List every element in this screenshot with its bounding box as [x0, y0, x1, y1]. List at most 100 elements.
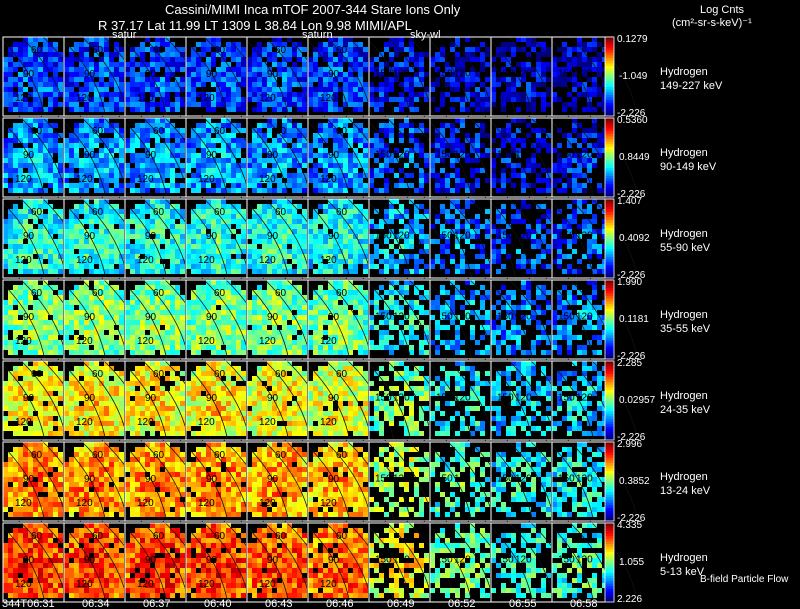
heatmap-cell [343, 118, 348, 123]
heatmap-cell [552, 82, 557, 87]
heatmap-cell [191, 234, 196, 239]
heatmap-cell [430, 158, 435, 163]
heatmap-cell [175, 82, 180, 87]
heatmap-cell [23, 280, 28, 285]
heatmap-cell [175, 67, 180, 72]
colorbar-step [605, 214, 614, 218]
heatmap-cell [130, 97, 135, 102]
heatmap-cell [252, 325, 257, 330]
heatmap-cell [394, 107, 399, 112]
heatmap-cell [384, 42, 389, 47]
heatmap-cell [470, 67, 475, 72]
heatmap-cell [374, 133, 379, 138]
heatmap-cell [313, 269, 318, 274]
heatmap-cell [252, 153, 257, 158]
heatmap-cell [69, 340, 74, 345]
heatmap-cell [196, 67, 201, 72]
heatmap-cell [8, 148, 13, 153]
heatmap-cell [257, 249, 262, 254]
heatmap-cell [557, 143, 562, 148]
heatmap-cell [348, 229, 353, 234]
heatmap-cell [23, 123, 28, 128]
heatmap-cell [577, 47, 582, 52]
heatmap-cell [119, 138, 124, 143]
heatmap-cell [160, 224, 165, 229]
contour-label: 60 [153, 45, 165, 56]
heatmap-cell [419, 123, 424, 128]
heatmap-cell [135, 204, 140, 209]
heatmap-cell [226, 92, 231, 97]
heatmap-cell [99, 82, 104, 87]
heatmap-cell [267, 330, 272, 335]
heatmap-cell [257, 254, 262, 259]
heatmap-cell [384, 168, 389, 173]
heatmap-cell [480, 153, 485, 158]
heatmap-cell [399, 229, 404, 234]
heatmap-cell [277, 52, 282, 57]
contour-label: 120 [76, 93, 93, 104]
heatmap-cell [64, 320, 69, 325]
heatmap-cell [241, 310, 246, 315]
heatmap-cell [399, 138, 404, 143]
heatmap-cell [94, 300, 99, 305]
heatmap-cell [226, 97, 231, 102]
heatmap-cell [211, 153, 216, 158]
heatmap-cell [160, 57, 165, 62]
heatmap-cell [348, 249, 353, 254]
heatmap-cell [501, 143, 506, 148]
heatmap-cell [226, 290, 231, 295]
heatmap-cell [409, 47, 414, 52]
heatmap-cell [272, 204, 277, 209]
heatmap-cell [272, 72, 277, 77]
heatmap-cell [104, 143, 109, 148]
heatmap-cell [114, 82, 119, 87]
heatmap-cell [491, 97, 496, 102]
heatmap-cell [318, 204, 323, 209]
heatmap-cell [445, 214, 450, 219]
heatmap-cell [536, 224, 541, 229]
heatmap-cell [328, 57, 333, 62]
heatmap-cell [252, 310, 257, 315]
heatmap-cell [308, 224, 313, 229]
heatmap-cell [160, 229, 165, 234]
colorbar-step [605, 233, 614, 237]
heatmap-cell [302, 67, 307, 72]
heatmap-cell [338, 42, 343, 47]
heatmap-cell [130, 300, 135, 305]
heatmap-cell [48, 229, 53, 234]
heatmap-cell [130, 219, 135, 224]
heatmap-cell [48, 234, 53, 239]
heatmap-cell [43, 123, 48, 128]
heatmap-cell [79, 138, 84, 143]
heatmap-cell [114, 163, 119, 168]
heatmap-cell [485, 62, 490, 67]
heatmap-cell [53, 77, 58, 82]
heatmap-cell [38, 57, 43, 62]
heatmap-cell [43, 244, 48, 249]
heatmap-cell [592, 249, 597, 254]
colorbar-step [605, 136, 614, 140]
heatmap-cell [33, 219, 38, 224]
heatmap-cell [546, 102, 551, 107]
heatmap-cell [28, 57, 33, 62]
heatmap-cell [94, 72, 99, 77]
heatmap-cell [104, 123, 109, 128]
contour-label: 90 [23, 231, 35, 242]
contour-label: 60 [336, 126, 348, 137]
heatmap-cell [511, 183, 516, 188]
heatmap-cell [496, 219, 501, 224]
heatmap-cell [409, 158, 414, 163]
heatmap-cell [38, 330, 43, 335]
heatmap-cell [119, 249, 124, 254]
heatmap-cell [43, 133, 48, 138]
heatmap-cell [206, 173, 211, 178]
heatmap-cell [562, 42, 567, 47]
heatmap-cell [272, 143, 277, 148]
heatmap-cell [491, 178, 496, 183]
heatmap-cell [145, 102, 150, 107]
heatmap-cell [8, 143, 13, 148]
heatmap-cell [511, 163, 516, 168]
field-contour [57, 196, 107, 281]
heatmap-cell [292, 295, 297, 300]
heatmap-cell [109, 77, 114, 82]
